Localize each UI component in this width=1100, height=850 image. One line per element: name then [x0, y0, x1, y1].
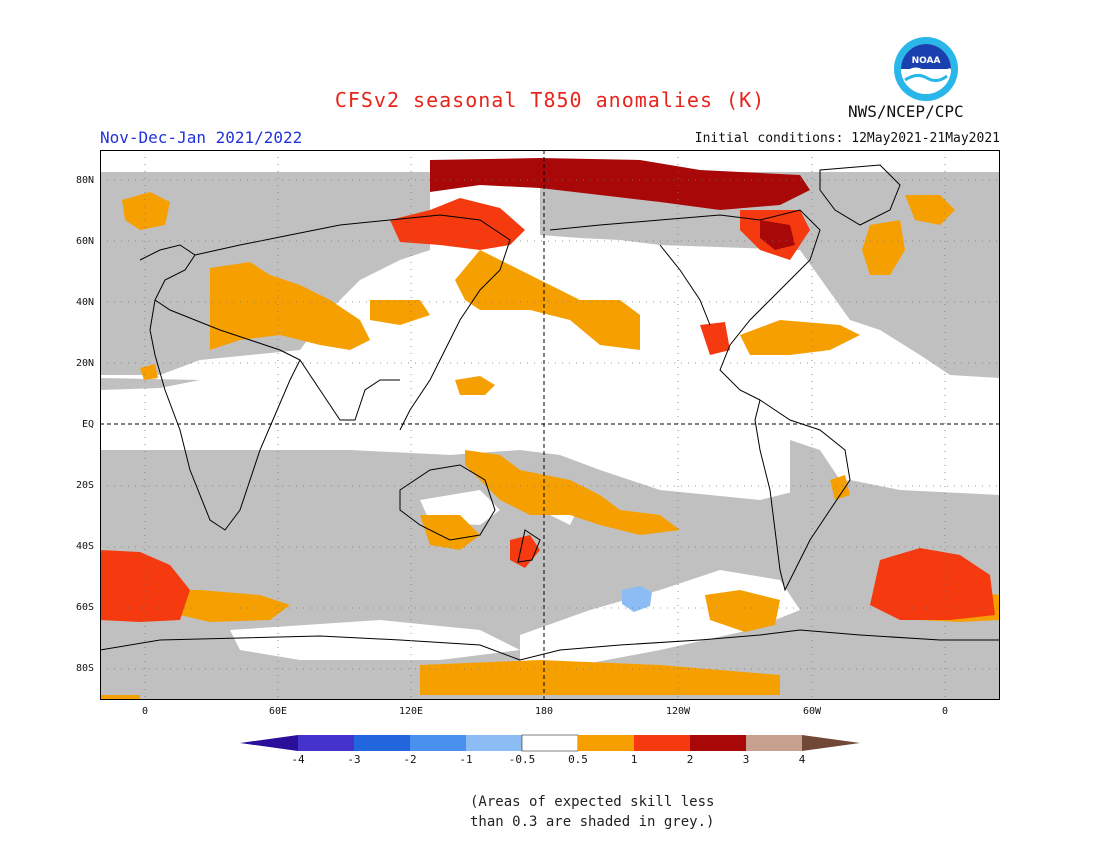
forecast-period: Nov-Dec-Jan 2021/2022 [100, 128, 303, 147]
skill-note: (Areas of expected skill less than 0.3 a… [470, 792, 730, 832]
lat-label: 60N [75, 236, 94, 247]
coastlines [100, 164, 1000, 661]
lat-label: EQ [81, 419, 94, 430]
colorbar-segment [521, 734, 579, 752]
colorbar-segment [354, 735, 410, 751]
colorbar-label: 0.5 [568, 753, 588, 766]
noaa-logo-icon: NOAA [894, 37, 958, 101]
skill-note-line: than 0.3 are shaded in grey.) [470, 814, 715, 830]
agency-label: NWS/NCEP/CPC [848, 102, 964, 121]
lon-label: 120E [398, 706, 424, 717]
warm-anomaly-1-2 [100, 198, 995, 622]
lat-label: 20S [75, 480, 94, 491]
colorbar-segment [690, 735, 746, 751]
colorbar-segment [466, 735, 522, 751]
lon-label: 60E [268, 706, 288, 717]
colorbar-label: -0.5 [508, 753, 536, 766]
lat-label: 60S [75, 602, 94, 613]
anomaly-map [100, 150, 1000, 700]
colorbar-segment [634, 735, 690, 751]
colorbar-segment [298, 735, 354, 751]
colorbar-label: 4 [798, 753, 806, 766]
colorbar-label: 1 [630, 753, 638, 766]
graticule [100, 150, 1000, 700]
colorbar-segment [746, 735, 802, 751]
color-scale-bar [240, 734, 860, 752]
cool-anomaly-region [622, 586, 652, 612]
lon-label: 0 [141, 706, 149, 717]
initial-conditions: Initial conditions: 12May2021-21May2021 [694, 131, 1000, 146]
colorbar-label: -1 [459, 753, 473, 766]
map-title: CFSv2 seasonal T850 anomalies (K) [334, 88, 766, 112]
colorbar-segment [578, 735, 634, 751]
colorbar-label: -2 [403, 753, 417, 766]
colorbar-label: -3 [347, 753, 361, 766]
colorbar-label: -4 [291, 753, 305, 766]
lat-label: 80N [75, 175, 94, 186]
colorbar-arrow-low [240, 735, 298, 751]
colorbar-label: 2 [686, 753, 694, 766]
lat-label: 20N [75, 358, 94, 369]
lon-label: 180 [534, 706, 554, 717]
lat-label: 40S [75, 541, 94, 552]
lat-label: 80S [75, 663, 94, 674]
colorbar-segment [410, 735, 466, 751]
lon-label: 120W [665, 706, 691, 717]
skill-note-line: (Areas of expected skill less [470, 794, 715, 810]
lon-label: 0 [941, 706, 949, 717]
colorbar-label: 3 [742, 753, 750, 766]
warm-anomaly-2-3 [430, 158, 810, 250]
colorbar-arrow-high [802, 735, 860, 751]
lat-label: 40N [75, 297, 94, 308]
warm-anomaly-0_5-1 [100, 192, 1000, 700]
lon-label: 60W [802, 706, 822, 717]
logo-text: NOAA [912, 56, 941, 66]
